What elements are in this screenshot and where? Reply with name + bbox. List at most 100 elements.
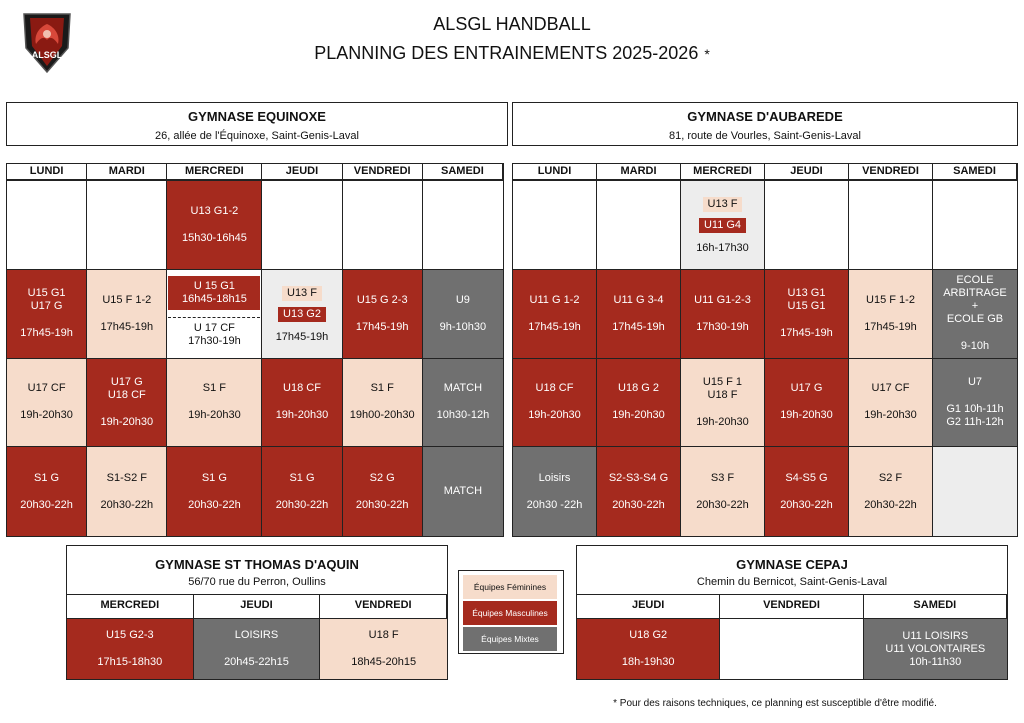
schedule-cell: U15 F 1-2 17h45-19h bbox=[849, 269, 933, 359]
schedule-cell bbox=[849, 181, 933, 270]
schedule-cell bbox=[262, 181, 343, 270]
schedule-cell: U11 G1-2-3 17h30-19h bbox=[681, 269, 765, 359]
session-time: 17h30-19h bbox=[696, 320, 749, 333]
gym-address: 26, allée de l'Équinoxe, Saint-Genis-Lav… bbox=[155, 130, 359, 142]
schedule-cell bbox=[720, 619, 864, 679]
gym-equinoxe-header: GYMNASE EQUINOXE 26, allée de l'Équinoxe… bbox=[6, 102, 508, 146]
schedule-cell: U17 G 19h-20h30 bbox=[765, 358, 849, 448]
gym-name: GYMNASE D'AUBAREDE bbox=[687, 109, 843, 124]
day-header: VENDREDI bbox=[849, 164, 933, 181]
gym-aubarede-header: GYMNASE D'AUBAREDE 81, route de Vourles,… bbox=[512, 102, 1018, 146]
session-label: U17 CF bbox=[27, 382, 66, 395]
day-header: LUNDI bbox=[7, 164, 88, 181]
session-label: U17 G U18 CF bbox=[107, 375, 146, 401]
session-time: 17h45-19h bbox=[612, 320, 665, 333]
session-tag: U13 F bbox=[282, 286, 322, 302]
session-tag: U11 G4 bbox=[698, 218, 747, 234]
session-label: S3 F bbox=[710, 471, 735, 484]
schedule-cell: MATCH 10h30-12h bbox=[422, 358, 503, 448]
legend-feminine: Équipes Féminines bbox=[463, 575, 557, 599]
schedule-cell: S4-S5 G 20h30-22h bbox=[765, 447, 849, 536]
session-tag: U13 G2 bbox=[278, 307, 326, 323]
gym-address: 56/70 rue du Perron, Oullins bbox=[188, 576, 326, 588]
schedule-grid-equinoxe: LUNDI MARDI MERCREDI JEUDI VENDREDI SAMEDI U13… bbox=[6, 163, 504, 537]
day-header: JEUDI bbox=[193, 595, 321, 619]
gym-address: Chemin du Bernicot, Saint-Genis-Laval bbox=[696, 576, 888, 588]
legend-masculine: Équipes Masculines bbox=[463, 601, 557, 625]
session-label: U15 G2-3 bbox=[105, 629, 154, 641]
schedule-cell: U13 F U13 G2 17h45-19h bbox=[262, 269, 343, 359]
page-subtitle: PLANNING DES ENTRAINEMENTS 2025-2026 * bbox=[0, 43, 1024, 64]
schedule-cell: U15 G1 U17 G 17h45-19h bbox=[7, 269, 88, 359]
session-time: 20h30 -22h bbox=[526, 498, 583, 511]
day-header: JEUDI bbox=[577, 595, 721, 619]
session-time: 19h-20h30 bbox=[20, 409, 73, 422]
session-label: MATCH bbox=[443, 382, 483, 395]
session-time: 17h45-19h bbox=[355, 320, 409, 333]
session-time: 9h-10h30 bbox=[439, 320, 487, 333]
session-label: U15 G1 U17 G bbox=[27, 287, 66, 313]
session-label: U9 bbox=[455, 293, 470, 306]
session-label: U7 bbox=[967, 375, 983, 388]
schedule-cell bbox=[422, 181, 503, 270]
schedule-cell bbox=[933, 447, 1017, 536]
session-label: U11 LOISIRS U11 VOLONTAIRES bbox=[885, 629, 986, 655]
session-time: 20h30-22h bbox=[612, 498, 665, 511]
day-header: SAMEDI bbox=[933, 164, 1017, 181]
schedule-cell bbox=[87, 181, 168, 270]
session-time: 18h-19h30 bbox=[621, 656, 675, 668]
session-label: S1 F bbox=[202, 382, 226, 395]
session-label: S1 F bbox=[370, 382, 394, 395]
schedule-cell: S1 G 20h30-22h bbox=[167, 447, 263, 536]
schedule-cell: U15 G2-3 17h15-18h30 bbox=[67, 619, 194, 679]
schedule-cell: U11 G 1-2 17h45-19h bbox=[513, 269, 597, 359]
schedule-cell: U15 G 2-3 17h45-19h bbox=[342, 269, 423, 359]
session-time: 19h-20h30 bbox=[612, 409, 665, 422]
legend: Équipes Féminines Équipes Masculines Équ… bbox=[458, 570, 564, 654]
schedule-cell: U 15 G1 16h45-18h15 U 17 CF 17h30-19h bbox=[167, 269, 263, 359]
session-label: U13 G1-2 bbox=[190, 204, 239, 217]
session-label: S1 G bbox=[201, 471, 227, 484]
session-time: 17h15-18h30 bbox=[97, 656, 163, 668]
session-time: 17h45-19h bbox=[275, 331, 329, 344]
schedule-cell: S1 G 20h30-22h bbox=[262, 447, 343, 536]
schedule-cell: S2-S3-S4 G 20h30-22h bbox=[597, 447, 681, 536]
session-time: 16h-17h30 bbox=[696, 242, 749, 255]
session-label: ECOLE ARBITRAGE + ECOLE GB bbox=[943, 274, 1007, 326]
schedule-cell bbox=[597, 181, 681, 270]
session-label: LOISIRS bbox=[234, 629, 279, 641]
schedule-cell: Loisirs 20h30 -22h bbox=[513, 447, 597, 536]
schedule-cell: U18 G2 18h-19h30 bbox=[577, 619, 721, 679]
gym-name: GYMNASE CEPAJ bbox=[736, 557, 848, 572]
asterisk: * bbox=[704, 46, 710, 62]
schedule-cell: U17 CF 19h-20h30 bbox=[849, 358, 933, 448]
session-label: U18 F bbox=[368, 629, 399, 641]
schedule-cell: S1 G 20h30-22h bbox=[7, 447, 88, 536]
day-header: JEUDI bbox=[765, 164, 849, 181]
session-label: U15 G 2-3 bbox=[356, 293, 408, 306]
session-time: 19h-20h30 bbox=[696, 415, 749, 428]
schedule-cell: U7 G1 10h-11h G2 11h-12h bbox=[933, 358, 1017, 448]
session-block-masculine: U 15 G1 16h45-18h15 bbox=[167, 275, 262, 312]
schedule-cell: U13 G1 U15 G1 17h45-19h bbox=[765, 269, 849, 359]
session-time: 19h-20h30 bbox=[100, 415, 154, 428]
session-block-feminine: U 17 CF 17h30-19h bbox=[168, 317, 261, 353]
day-header: MARDI bbox=[87, 164, 168, 181]
session-time: 20h30-22h bbox=[864, 498, 917, 511]
gym-stthomas-header: GYMNASE ST THOMAS D'AQUIN 56/70 rue du P… bbox=[66, 545, 448, 595]
day-header: MERCREDI bbox=[681, 164, 765, 181]
schedule-cell: U13 G1-2 15h30-16h45 bbox=[167, 181, 263, 270]
schedule-cell bbox=[342, 181, 423, 270]
day-header: MARDI bbox=[597, 164, 681, 181]
schedule-cell: S1 F 19h-20h30 bbox=[167, 358, 263, 448]
schedule-cell bbox=[765, 181, 849, 270]
session-time: 20h45-22h15 bbox=[224, 656, 289, 668]
legend-mixte: Équipes Mixtes bbox=[463, 627, 557, 651]
session-time: 15h30-16h45 bbox=[181, 231, 247, 244]
session-time: 20h30-22h bbox=[100, 498, 154, 511]
schedule-cell: MATCH bbox=[422, 447, 503, 536]
session-label: U15 F 1-2 bbox=[866, 293, 915, 306]
session-time: 19h-20h30 bbox=[528, 409, 581, 422]
session-time: 9-10h bbox=[960, 340, 990, 353]
alsgl-logo: ALSGL bbox=[23, 13, 71, 74]
